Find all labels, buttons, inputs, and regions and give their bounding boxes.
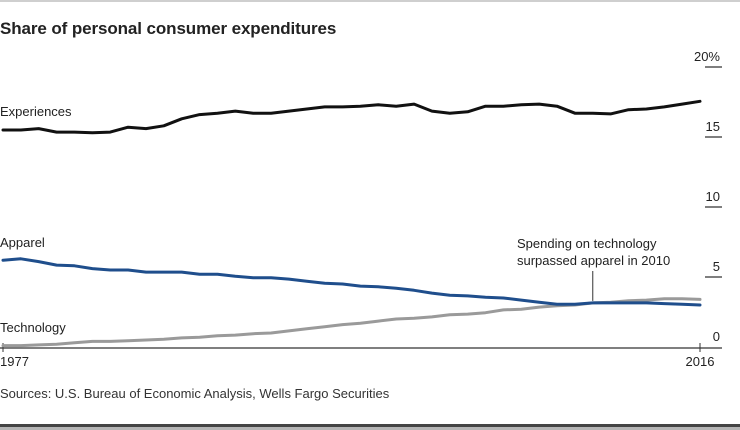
bottom-border-shadow — [0, 427, 740, 430]
y-tick-label: 10 — [706, 189, 720, 204]
series-label-experiences: Experiences — [0, 104, 72, 119]
y-tick-label: 5 — [713, 259, 720, 274]
y-tick-label: 15 — [706, 119, 720, 134]
source-note: Sources: U.S. Bureau of Economic Analysi… — [0, 386, 390, 401]
series-line-technology — [1, 297, 702, 348]
series-labels: Experiences Apparel Technology — [0, 104, 72, 335]
series-label-technology: Technology — [0, 320, 66, 335]
bottom-border — [0, 424, 740, 427]
series-line-apparel — [1, 257, 702, 307]
y-tick-label: 20% — [694, 49, 720, 64]
annotation: Spending on technology surpassed apparel … — [517, 236, 670, 301]
annotation-text: surpassed apparel in 2010 — [517, 253, 670, 268]
chart-title: Share of personal consumer expenditures — [0, 19, 337, 38]
y-axis: 20% 15 10 5 0 — [694, 49, 722, 344]
x-tick-label: 1977 — [0, 354, 29, 369]
y-tick-label: 0 — [713, 329, 720, 344]
series-label-apparel: Apparel — [0, 235, 45, 250]
annotation-text: Spending on technology — [517, 236, 657, 251]
series-line-experiences — [1, 99, 702, 135]
x-tick-label: 2016 — [686, 354, 715, 369]
series-group — [1, 99, 702, 348]
x-axis: 1977 2016 — [0, 343, 714, 369]
top-border — [0, 0, 740, 2]
